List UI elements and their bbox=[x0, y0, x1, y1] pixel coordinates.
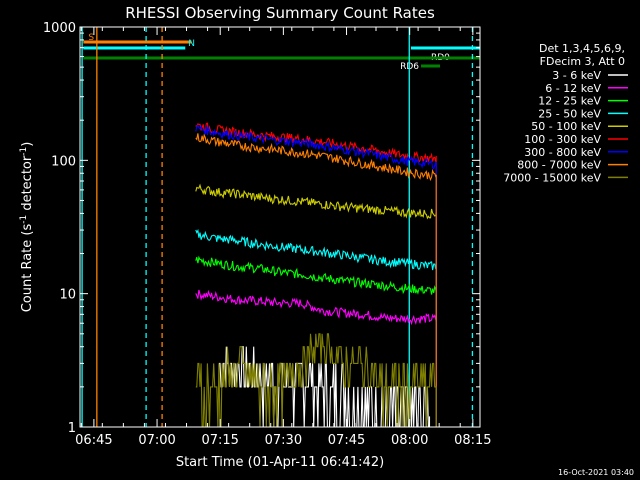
legend-header: Det 1,3,4,5,6,9, bbox=[539, 42, 625, 55]
flag-label: S bbox=[88, 33, 94, 43]
legend-label: 12 - 25 keV bbox=[538, 95, 601, 108]
x-tick-label: 06:45 bbox=[75, 433, 112, 448]
series-line bbox=[195, 228, 437, 427]
legend-label: 50 - 100 keV bbox=[531, 120, 601, 133]
flag-label: N bbox=[188, 39, 195, 49]
legend-header: FDecim 3, Att 0 bbox=[540, 55, 625, 68]
series-line bbox=[195, 255, 437, 427]
series-line bbox=[195, 183, 437, 427]
timestamp: 16-Oct-2021 03:40 bbox=[558, 468, 634, 477]
legend-label: 25 - 50 keV bbox=[538, 107, 601, 120]
x-tick-label: 07:00 bbox=[138, 433, 175, 448]
x-tick-label: 07:30 bbox=[265, 433, 302, 448]
y-tick-label: 10 bbox=[59, 288, 76, 303]
y-axis-label: Count Rate (s-1 detector-1) bbox=[19, 142, 35, 313]
x-tick-label: 07:15 bbox=[201, 433, 238, 448]
legend: Det 1,3,4,5,6,9,FDecim 3, Att 03 - 6 keV… bbox=[503, 42, 628, 184]
x-tick-label: 07:45 bbox=[328, 433, 365, 448]
x-tick-label: 08:15 bbox=[454, 433, 491, 448]
series-line bbox=[195, 133, 437, 427]
series-line bbox=[195, 289, 437, 427]
y-tick-label: 1 bbox=[68, 421, 76, 436]
legend-label: 800 - 7000 keV bbox=[517, 159, 601, 172]
x-axis-label: Start Time (01-Apr-11 06:41:42) bbox=[176, 455, 384, 470]
legend-label: 6 - 12 keV bbox=[545, 82, 601, 95]
chart-title: RHESSI Observing Summary Count Rates bbox=[125, 4, 435, 22]
y-axis: 1 10 100 1000 bbox=[43, 21, 480, 436]
legend-label: 3 - 6 keV bbox=[552, 69, 601, 82]
plot-frame bbox=[79, 26, 481, 428]
legend-label: 300 - 800 keV bbox=[524, 146, 601, 159]
vlines-layer bbox=[81, 27, 474, 427]
x-tick-label: 08:00 bbox=[391, 433, 428, 448]
series-layer bbox=[195, 122, 437, 428]
legend-label: 7000 - 15000 keV bbox=[503, 171, 601, 184]
x-axis: 06:45 07:00 07:15 07:30 07:45 08:00 08:15 bbox=[75, 27, 492, 448]
y-tick-label: 100 bbox=[51, 154, 76, 169]
y-tick-label: 1000 bbox=[43, 21, 76, 36]
legend-label: 100 - 300 keV bbox=[524, 133, 601, 146]
series-line bbox=[195, 124, 437, 427]
